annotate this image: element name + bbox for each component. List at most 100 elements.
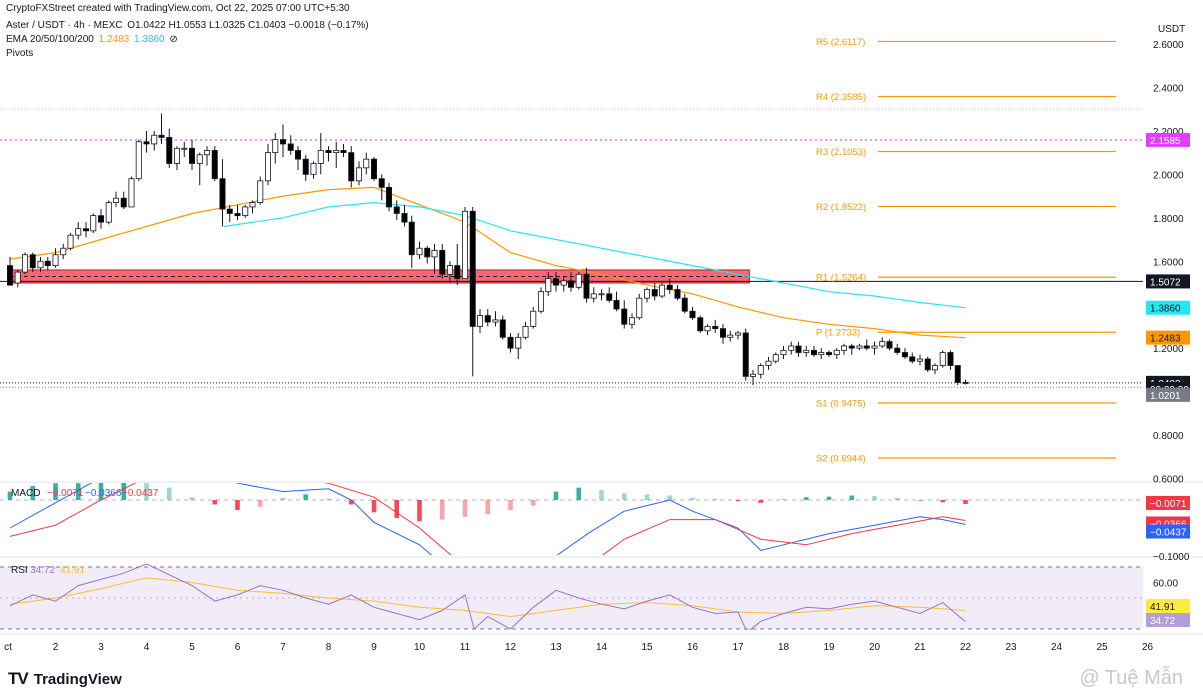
candle-body-28 [219, 178, 226, 210]
time-axis-tick-24: 25 [1096, 642, 1108, 653]
candle-body-114 [871, 345, 878, 349]
candle-body-117 [894, 347, 901, 353]
candle-body-100 [765, 360, 772, 366]
candle-body-53 [408, 221, 415, 256]
candle-body-41 [317, 150, 324, 164]
price-axis-tick-5: 1.6000 [1153, 257, 1184, 268]
candle-body-69 [530, 310, 537, 327]
macd-line [9, 483, 966, 555]
candle-body-31 [242, 206, 249, 217]
candle-body-50 [386, 186, 393, 208]
ema-hidden-icon[interactable]: ⊘ [169, 34, 178, 45]
candle-body-102 [780, 349, 787, 356]
candle-body-112 [856, 345, 863, 349]
candle-body-125 [954, 365, 961, 383]
macd-histogram-bar-34 [781, 498, 786, 500]
pivot-label-6: S1 (0.9475) [816, 399, 866, 410]
candle-body-119 [909, 356, 916, 362]
candle-body-78 [598, 293, 605, 296]
candle-body-11 [90, 215, 97, 232]
macd-value-macd: −0.0366 [85, 488, 122, 499]
macd-histogram-bar-38 [872, 496, 877, 500]
candle-body-71 [545, 278, 552, 293]
candle-body-72 [553, 278, 560, 286]
candle-body-124 [947, 352, 954, 366]
candle-body-67 [515, 336, 522, 349]
candle-body-65 [499, 319, 506, 338]
macd-badge-0-bg [1146, 495, 1190, 510]
candle-body-105 [803, 349, 810, 353]
macd-histogram-bar-24 [553, 491, 559, 500]
price-badge-1: 1.5072 [1150, 277, 1181, 288]
candle-body-76 [583, 273, 590, 299]
time-axis-tick-23: 24 [1051, 642, 1063, 653]
rsi-badge-1: 34.72 [1150, 616, 1175, 627]
macd-histogram-bar-22 [508, 500, 513, 511]
ema-legend: EMA 20/50/100/200 1.2483 1.3860 ⊘ [6, 34, 180, 45]
candle-body-55 [424, 247, 431, 258]
time-axis-tick-12: 13 [550, 642, 562, 653]
symbol-label[interactable]: Aster / USDT · 4h · MEXC [6, 20, 123, 31]
rsi-line [9, 563, 966, 630]
macd-axis-tick-0: −0.1000 [1153, 552, 1190, 563]
candle-body-47 [363, 158, 370, 169]
candle-body-43 [333, 150, 340, 154]
candle-body-116 [886, 341, 893, 349]
candle-body-87 [666, 284, 673, 290]
pivot-label-0: R5 (2.6117) [816, 37, 865, 48]
tradingview-logo[interactable]: TV TradingView [8, 669, 122, 689]
candle-body-61 [469, 210, 476, 327]
price-axis-tick-4: 1.8000 [1153, 214, 1184, 225]
price-badge-3-bg [1146, 330, 1190, 345]
candle-body-58 [446, 265, 453, 275]
candle-body-18 [143, 141, 150, 145]
macd-label: MACD [11, 488, 40, 499]
candle-body-13 [105, 202, 112, 223]
candle-body-74 [568, 280, 575, 288]
macd-histogram-bar-5 [121, 483, 127, 500]
candle-body-123 [939, 352, 946, 366]
candle-body-7 [60, 247, 67, 256]
candle-body-118 [901, 352, 908, 358]
rsi-badge-1-bg [1146, 613, 1190, 627]
candle-body-94 [719, 328, 726, 338]
candle-body-121 [924, 358, 931, 371]
candle-body-4 [37, 260, 44, 269]
candle-body-36 [279, 139, 286, 145]
candle-body-80 [613, 299, 620, 310]
tradingview-wordmark: TradingView [33, 670, 122, 688]
time-axis-tick-20: 21 [914, 642, 926, 653]
time-axis-tick-15: 16 [687, 642, 699, 653]
candle-body-108 [826, 352, 833, 356]
ema100-value: 1.3860 [134, 34, 165, 45]
rsi-ma-value: 41.91 [60, 565, 85, 576]
candle-body-111 [848, 345, 855, 349]
time-axis-tick-19: 20 [869, 642, 881, 653]
candle-body-46 [355, 167, 362, 182]
candle-body-60 [461, 210, 468, 280]
candle-body-48 [370, 158, 377, 180]
candle-body-126 [962, 382, 969, 384]
macd-histogram-bar-29 [667, 495, 673, 500]
macd-histogram-bar-6 [144, 483, 149, 500]
pivots-legend[interactable]: Pivots [6, 48, 34, 59]
symbol-ohlc-line: Aster / USDT · 4h · MEXC O1.0422 H1.0553… [6, 20, 371, 31]
candle-body-62 [477, 315, 484, 327]
macd-histogram-bar-18 [417, 500, 422, 522]
candle-body-15 [120, 197, 127, 208]
candle-body-35 [272, 139, 279, 154]
candle-body-106 [810, 349, 817, 356]
time-axis-tick-11: 12 [505, 642, 517, 653]
candle-body-115 [879, 341, 886, 347]
pivot-label-3: R2 (1.8522) [816, 202, 866, 213]
macd-histogram-bar-16 [371, 500, 377, 513]
macd-histogram-bar-14 [326, 498, 331, 500]
candle-body-89 [681, 297, 688, 312]
price-badge-6-bg [1146, 387, 1190, 402]
ema-label[interactable]: EMA 20/50/100/200 [6, 34, 94, 45]
time-axis-tick-21: 22 [960, 642, 972, 653]
rsi-ma-line [9, 577, 966, 618]
macd-value-signal: −0.0437 [122, 488, 159, 499]
macd-badge-0: −0.0071 [1150, 499, 1187, 510]
